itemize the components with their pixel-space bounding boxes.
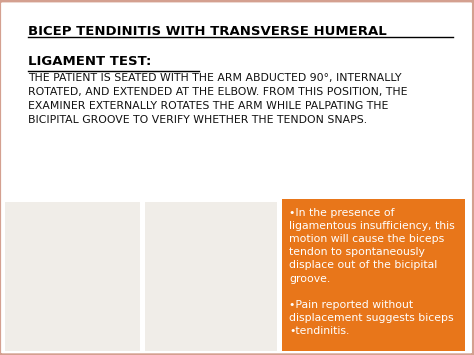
Text: THE PATIENT IS SEATED WITH THE ARM ABDUCTED 90°, INTERNALLY
ROTATED, AND EXTENDE: THE PATIENT IS SEATED WITH THE ARM ABDUC… xyxy=(28,73,408,125)
Text: LIGAMENT TEST:: LIGAMENT TEST: xyxy=(28,55,152,68)
FancyBboxPatch shape xyxy=(145,202,277,351)
FancyBboxPatch shape xyxy=(282,199,465,351)
Text: •In the presence of
ligamentous insufficiency, this
motion will cause the biceps: •In the presence of ligamentous insuffic… xyxy=(289,208,455,337)
Text: BICEP TENDINITIS WITH TRANSVERSE HUMERAL: BICEP TENDINITIS WITH TRANSVERSE HUMERAL xyxy=(28,25,387,38)
FancyBboxPatch shape xyxy=(5,202,140,351)
